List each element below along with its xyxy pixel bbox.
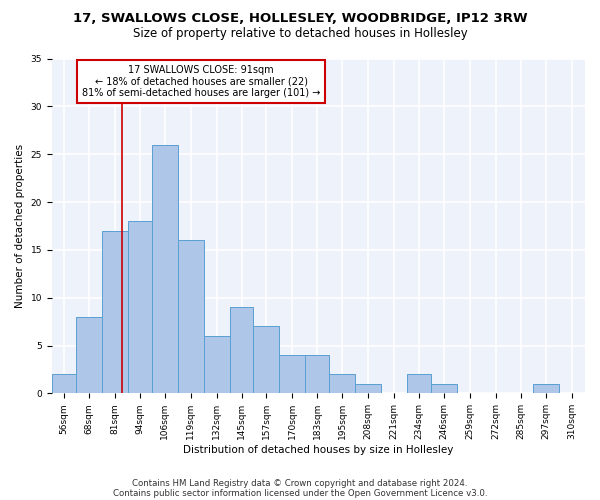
X-axis label: Distribution of detached houses by size in Hollesley: Distribution of detached houses by size … bbox=[183, 445, 454, 455]
Bar bbox=[280, 355, 305, 394]
Bar bbox=[253, 326, 280, 394]
Text: 17, SWALLOWS CLOSE, HOLLESLEY, WOODBRIDGE, IP12 3RW: 17, SWALLOWS CLOSE, HOLLESLEY, WOODBRIDG… bbox=[73, 12, 527, 26]
Bar bbox=[128, 221, 152, 394]
Bar bbox=[355, 384, 381, 394]
Text: Contains public sector information licensed under the Open Government Licence v3: Contains public sector information licen… bbox=[113, 488, 487, 498]
Bar bbox=[52, 374, 76, 394]
Bar bbox=[533, 384, 559, 394]
Bar bbox=[178, 240, 203, 394]
Bar bbox=[431, 384, 457, 394]
Y-axis label: Number of detached properties: Number of detached properties bbox=[15, 144, 25, 308]
Text: Size of property relative to detached houses in Hollesley: Size of property relative to detached ho… bbox=[133, 28, 467, 40]
Text: 17 SWALLOWS CLOSE: 91sqm
← 18% of detached houses are smaller (22)
81% of semi-d: 17 SWALLOWS CLOSE: 91sqm ← 18% of detach… bbox=[82, 65, 320, 98]
Bar bbox=[203, 336, 230, 394]
Bar bbox=[76, 317, 102, 394]
Text: Contains HM Land Registry data © Crown copyright and database right 2024.: Contains HM Land Registry data © Crown c… bbox=[132, 478, 468, 488]
Bar bbox=[329, 374, 355, 394]
Bar bbox=[407, 374, 431, 394]
Bar bbox=[230, 307, 253, 394]
Bar bbox=[305, 355, 329, 394]
Bar bbox=[152, 144, 178, 394]
Bar bbox=[102, 230, 128, 394]
